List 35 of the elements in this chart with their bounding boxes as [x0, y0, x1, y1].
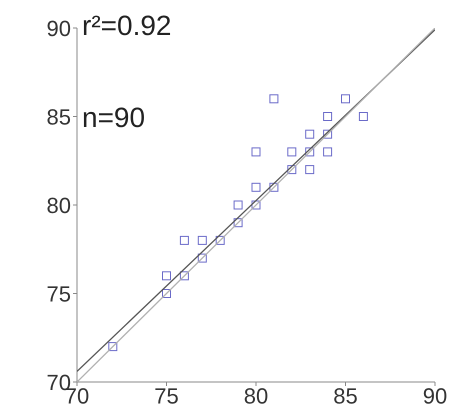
- annotation: r²=0.92: [82, 10, 172, 42]
- point: [234, 218, 243, 228]
- x-tick-label: 75: [154, 384, 179, 409]
- point: [180, 271, 189, 280]
- point: [162, 289, 171, 298]
- point: [323, 112, 332, 121]
- x-tick-label: 85: [333, 384, 358, 409]
- point: [323, 147, 332, 156]
- point: [287, 147, 296, 156]
- point: [305, 147, 314, 156]
- annotation: n=90: [82, 102, 146, 134]
- point: [305, 130, 314, 139]
- point: [341, 94, 350, 104]
- y-tick-label: 85: [46, 104, 71, 130]
- x-tick-label: 80: [244, 384, 268, 409]
- point: [305, 165, 314, 174]
- point: [162, 271, 171, 280]
- y-tick-label: 80: [46, 192, 71, 218]
- point: [287, 165, 296, 174]
- point: [252, 147, 260, 156]
- point: [198, 236, 207, 245]
- point: [323, 130, 332, 139]
- point: [108, 342, 118, 352]
- x-tick-label: 90: [422, 384, 448, 409]
- y-tick-label: 90: [46, 16, 71, 41]
- point: [252, 200, 260, 210]
- point: [269, 94, 278, 104]
- point: [358, 112, 368, 121]
- point: [216, 236, 225, 245]
- point: [180, 236, 189, 245]
- point: [234, 200, 243, 210]
- point: [269, 182, 278, 192]
- point: [198, 254, 207, 263]
- y-tick-label: 75: [46, 281, 71, 306]
- point: [252, 182, 260, 192]
